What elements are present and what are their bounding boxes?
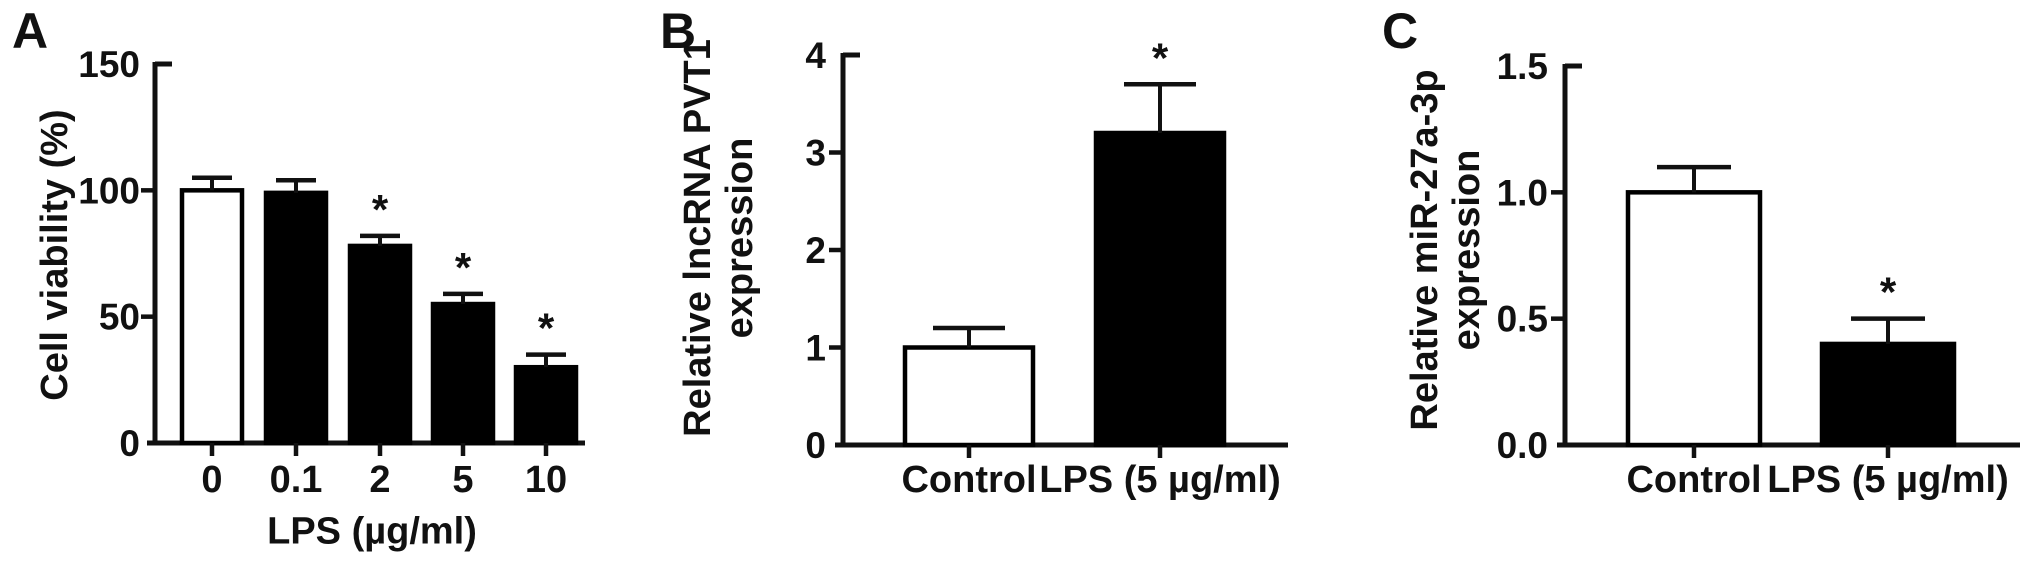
- x-category-label: 2: [369, 459, 390, 501]
- x-category-label: Control: [901, 459, 1036, 501]
- panel-b-y-axis-title: Relative lncRNA PVT1 expression: [677, 39, 761, 437]
- y-tick-label: 0.5: [1497, 299, 1548, 340]
- panel-c-letter: C: [1382, 3, 1419, 59]
- panel-a-x-axis-title: LPS (µg/ml): [267, 510, 477, 553]
- x-category-label: LPS (5 µg/ml): [1767, 459, 2008, 501]
- panel-b-y-axis-title-line1: Relative lncRNA PVT1: [677, 39, 719, 437]
- panel-c-y-axis-title-line1: Relative miR-27a-3p: [1404, 69, 1446, 431]
- x-category-label: LPS (5 µg/ml): [1039, 459, 1280, 501]
- significance-asterisk: *: [538, 305, 555, 352]
- y-tick-label: 100: [78, 170, 140, 211]
- y-tick-label: 2: [805, 230, 826, 271]
- y-tick-label: 1: [805, 328, 826, 369]
- y-tick-label: 4: [805, 35, 826, 76]
- bar-filled: [430, 301, 496, 446]
- bar-open: [179, 188, 245, 446]
- significance-asterisk: *: [372, 186, 389, 233]
- x-category-label: 0.1: [270, 459, 323, 501]
- significance-asterisk: *: [1880, 269, 1897, 316]
- bar-filled: [263, 190, 329, 446]
- panel-b-y-axis-title-line2: expression: [719, 137, 761, 339]
- x-category-label: 0: [201, 459, 222, 501]
- bar-filled: [1819, 341, 1957, 448]
- bar-open: [902, 345, 1036, 448]
- y-tick-label: 0: [805, 425, 826, 466]
- bar-filled: [1093, 130, 1227, 448]
- significance-asterisk: *: [455, 244, 472, 291]
- panel-a-y-axis-title-line1: Cell viability (%): [34, 109, 76, 401]
- panel-b-letter: B: [660, 3, 697, 59]
- y-tick-label: 1.5: [1497, 46, 1548, 87]
- x-category-label: Control: [1626, 459, 1761, 501]
- bar-filled: [347, 243, 413, 446]
- y-tick-label: 3: [805, 133, 826, 174]
- bar-filled: [513, 364, 579, 446]
- panel-c-y-axis-title-line2: expression: [1446, 149, 1488, 351]
- y-tick-label: 0.0: [1497, 425, 1548, 466]
- panel-a-letter: A: [12, 3, 49, 59]
- y-tick-label: 50: [99, 297, 140, 338]
- bar-open: [1625, 190, 1763, 448]
- x-category-label: 10: [525, 459, 567, 501]
- y-tick-label: 0: [119, 423, 140, 464]
- panel-c-y-axis-title: Relative miR-27a-3p expression: [1404, 69, 1488, 430]
- panel-a-y-axis-title: Cell viability (%): [34, 109, 76, 400]
- y-tick-label: 1.0: [1497, 172, 1548, 213]
- significance-asterisk: *: [1152, 34, 1169, 81]
- x-category-label: 5: [452, 459, 473, 501]
- y-tick-label: 150: [78, 44, 140, 85]
